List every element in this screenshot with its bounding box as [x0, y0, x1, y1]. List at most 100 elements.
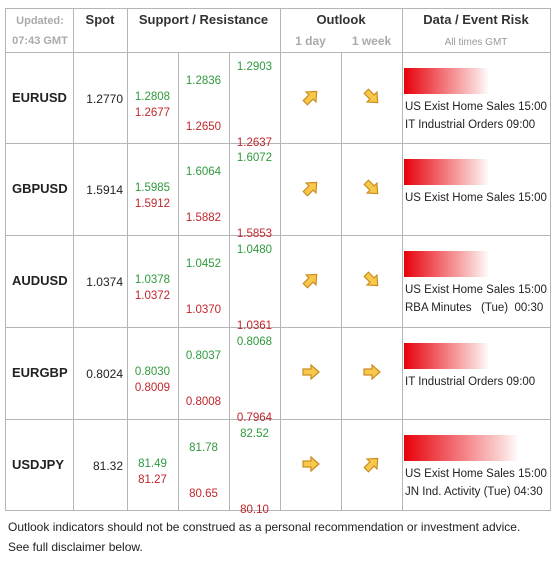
resistance: 0.8068	[236, 336, 273, 348]
spot: 81.32	[92, 459, 123, 473]
col-line	[550, 8, 551, 511]
support: 80.65	[189, 488, 218, 500]
outlook-arrow	[362, 178, 382, 198]
updated-label: Updated:	[16, 15, 64, 27]
support: 80.10	[240, 504, 269, 516]
pair: EURUSD	[12, 90, 67, 105]
arrow-icon	[363, 179, 379, 195]
arrow-icon	[363, 363, 381, 381]
arrow-icon	[363, 271, 379, 287]
support: 0.8008	[185, 396, 222, 408]
footer-line: See full disclaimer below.	[8, 540, 143, 554]
resistance: 1.2836	[185, 75, 222, 87]
risk-bar	[404, 159, 489, 185]
arrow-icon	[302, 455, 320, 473]
support: 1.5912	[134, 198, 171, 210]
outlook-arrow	[362, 270, 382, 290]
col-line	[5, 8, 6, 511]
outlook-arrow	[301, 87, 321, 107]
col-line	[402, 8, 403, 511]
col-line	[341, 52, 342, 511]
event: US Exist Home Sales 15:00	[405, 192, 547, 204]
resistance: 1.6072	[236, 152, 273, 164]
spot-header: Spot	[85, 12, 115, 27]
row-line	[5, 143, 550, 144]
arrow-icon	[302, 273, 318, 289]
support: 1.2677	[134, 107, 171, 119]
support: 1.2637	[236, 137, 273, 149]
event: IT Industrial Orders 09:00	[405, 119, 536, 131]
support: 1.0372	[134, 290, 171, 302]
resistance: 1.6064	[185, 166, 222, 178]
row-line	[5, 510, 550, 511]
spot: 1.2770	[86, 92, 123, 106]
event: RBA Minutes (Tue) 00:30	[405, 302, 544, 314]
spot: 1.5914	[86, 183, 123, 197]
outlook-arrow	[362, 454, 382, 474]
support: 1.5882	[185, 212, 222, 224]
week-header: 1 week	[351, 34, 392, 48]
support: 1.0370	[185, 304, 222, 316]
resistance: 1.2903	[236, 61, 273, 73]
updated-time: 07:43 GMT	[12, 35, 68, 47]
resistance: 1.0480	[236, 244, 273, 256]
resistance: 1.2808	[134, 91, 171, 103]
support: 0.8009	[134, 382, 171, 394]
row-line	[5, 235, 550, 236]
resistance: 0.8037	[185, 350, 222, 362]
col-line	[280, 8, 281, 511]
risk-bar	[404, 251, 489, 277]
row-line	[5, 327, 550, 328]
spot: 1.0374	[86, 275, 123, 289]
times-note: All times GMT	[444, 37, 508, 48]
risk-bar	[404, 343, 489, 369]
outlook-arrow	[301, 178, 321, 198]
resistance: 1.0378	[134, 274, 171, 286]
outlook-arrow	[301, 270, 321, 290]
resistance: 82.52	[240, 428, 269, 440]
arrow-icon	[302, 90, 318, 106]
support: 1.2650	[185, 121, 222, 133]
event: IT Industrial Orders 09:00	[405, 376, 536, 388]
resistance: 81.78	[189, 442, 218, 454]
arrow-icon	[302, 363, 320, 381]
risk-bar	[404, 68, 489, 94]
row-line	[5, 52, 550, 53]
border	[5, 8, 550, 9]
resistance: 0.8030	[134, 366, 171, 378]
pair: AUDUSD	[12, 273, 68, 288]
sr-header: Support / Resistance	[138, 12, 269, 27]
resistance: 81.49	[138, 458, 167, 470]
risk-bar	[404, 435, 519, 461]
outlook-arrow	[362, 87, 382, 107]
outlook-arrow	[362, 362, 382, 382]
outlook-arrow	[301, 454, 321, 474]
footer-line: Outlook indicators should not be constru…	[8, 520, 521, 534]
arrow-icon	[363, 457, 379, 473]
col-line	[127, 8, 128, 511]
support: 81.27	[138, 474, 167, 486]
row-line	[5, 419, 550, 420]
pair: GBPUSD	[12, 181, 68, 196]
resistance: 1.5985	[134, 182, 171, 194]
day-header: 1 day	[295, 34, 326, 48]
support: 0.7964	[236, 412, 273, 424]
event: JN Ind. Activity (Tue) 04:30	[405, 486, 543, 498]
outlook-header: Outlook	[316, 12, 366, 27]
col-line	[229, 52, 230, 511]
data-header: Data / Event Risk	[423, 12, 529, 27]
col-line	[73, 8, 74, 511]
support: 1.0361	[236, 320, 273, 332]
resistance: 1.0452	[185, 258, 222, 270]
outlook-arrow	[301, 362, 321, 382]
arrow-icon	[363, 88, 379, 104]
pair: EURGBP	[12, 365, 68, 380]
event: US Exist Home Sales 15:00	[405, 284, 547, 296]
pair: USDJPY	[12, 457, 65, 472]
event: US Exist Home Sales 15:00	[405, 468, 547, 480]
spot: 0.8024	[86, 367, 123, 381]
event: US Exist Home Sales 15:00	[405, 101, 547, 113]
support: 1.5853	[236, 228, 273, 240]
col-line	[178, 52, 179, 511]
